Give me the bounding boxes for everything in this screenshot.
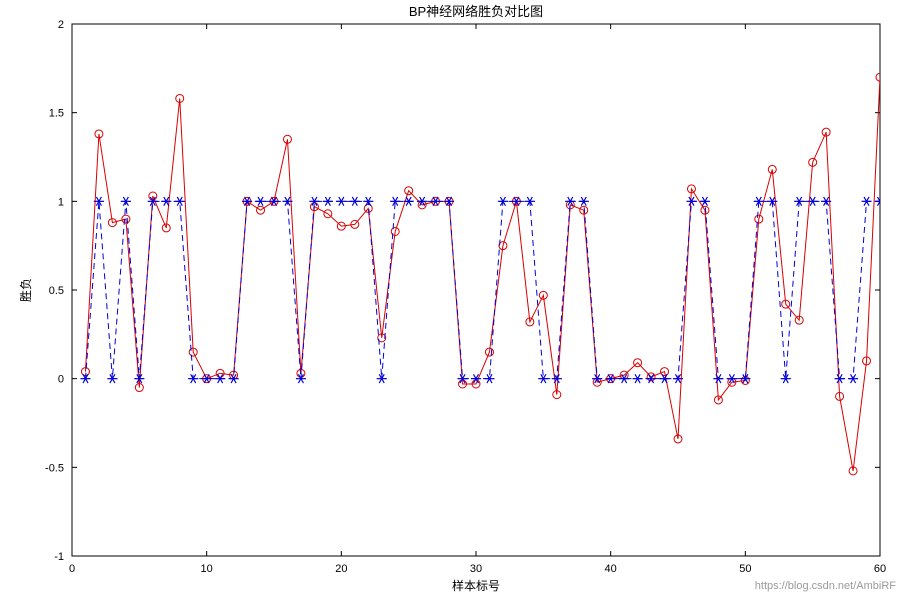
x-tick-label: 10 [201,563,213,575]
y-tick-label: -0.5 [45,462,64,474]
x-tick-label: 0 [69,563,75,575]
chart-svg: 0 10 20 30 40 50 60 -1 -0.5 0 0.5 1 1.5 2 BP神经网络胜负对比图样… [0,0,902,596]
y-tick-label: 0.5 [49,285,64,297]
x-tick-label: 40 [605,563,617,575]
y-tick-label: 1 [58,196,64,208]
chart-bg [0,0,902,596]
x-tick-label: 20 [335,563,347,575]
y-axis-label: 胜负 [18,278,33,302]
watermark-text: https://blog.csdn.net/AmbiRF [755,580,896,592]
y-tick-label: 0 [58,374,64,386]
x-tick-label: 30 [470,563,482,575]
y-tick-label: -1 [54,551,64,563]
y-tick-label: 1.5 [49,108,64,120]
chart-title: BP神经网络胜负对比图 [409,4,543,19]
x-axis-label: 样本标号 [452,578,500,593]
y-tick-label: 2 [58,19,64,31]
x-tick-label: 50 [739,563,751,575]
x-tick-label: 60 [874,563,886,575]
